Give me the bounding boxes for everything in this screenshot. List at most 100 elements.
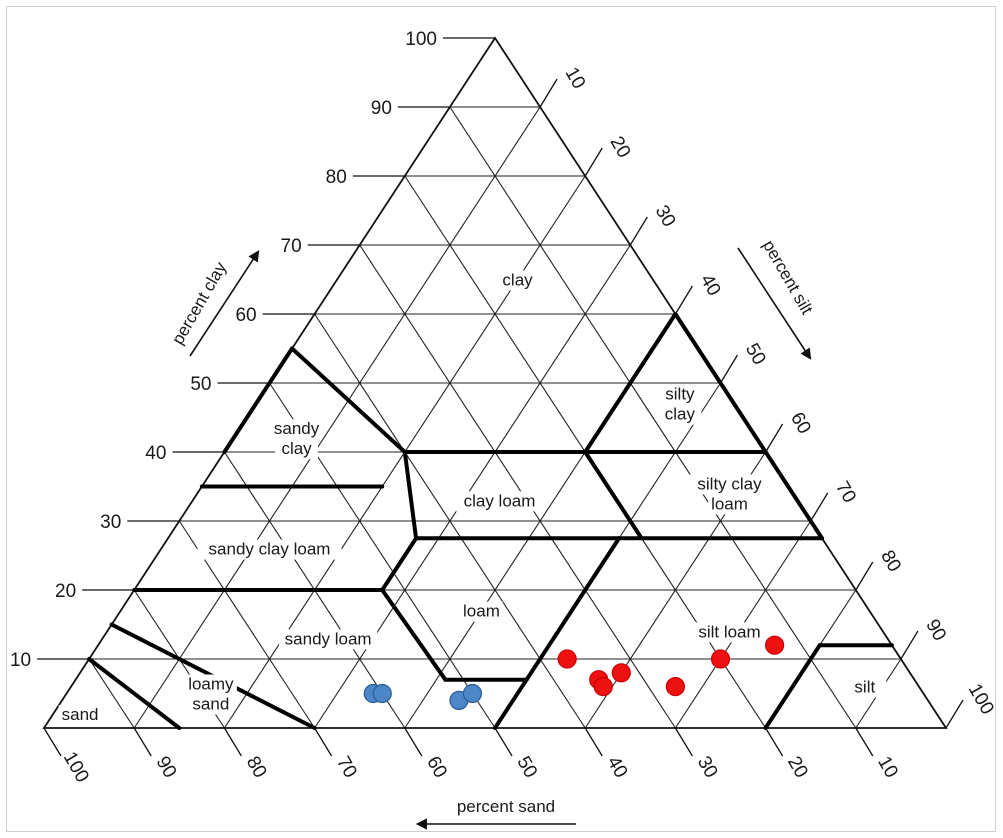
sample-point xyxy=(593,676,613,697)
region-label: silt loam xyxy=(698,622,760,641)
silt-tick-label: 50 xyxy=(741,340,770,369)
silt-tick-label: 40 xyxy=(696,271,725,300)
silt-tick xyxy=(584,147,603,177)
region-label: clay xyxy=(502,271,533,290)
sample-point xyxy=(462,683,483,704)
sample-point xyxy=(765,635,785,655)
region-label: silty clay xyxy=(697,474,762,493)
region-label-bg xyxy=(460,601,503,622)
sand-tick-label: 10 xyxy=(873,753,902,782)
sand-axis-title: percent sand xyxy=(457,797,555,816)
region-label: sand xyxy=(192,695,229,714)
region-label-bg xyxy=(197,539,342,560)
silt-tick xyxy=(900,630,919,660)
silt-axis-title-group: percent silt xyxy=(737,237,817,360)
clay-axis-arrow xyxy=(189,250,260,357)
sand-tick-label: 30 xyxy=(693,753,722,782)
silt-tick-label: 90 xyxy=(921,616,950,645)
sand-gridline xyxy=(88,658,135,729)
silt-tick xyxy=(765,423,784,453)
sand-tick xyxy=(494,727,513,757)
clay-tick-label: 10 xyxy=(10,650,31,671)
silt-tick xyxy=(945,699,964,729)
sand-tick xyxy=(43,727,62,757)
region-label-bg xyxy=(653,384,706,405)
sand-gridline xyxy=(359,244,676,729)
region-label: silt xyxy=(854,678,875,697)
axis-ticks: 10 20 30 40 50 60 70 80 90 100 10 20 30 40 50 60 70 80 90 1… xyxy=(10,29,998,786)
grid-lines xyxy=(88,106,902,729)
sample-point xyxy=(710,649,731,669)
silt-tick xyxy=(810,492,829,522)
sand-tick-label: 20 xyxy=(783,753,812,782)
sample-point xyxy=(372,683,392,704)
sand-tick xyxy=(765,727,784,757)
region-label-bg xyxy=(496,270,539,291)
region-label-bg xyxy=(270,419,323,440)
class-boundary xyxy=(222,346,295,454)
sand-tick xyxy=(133,727,152,757)
silt-tick-label: 30 xyxy=(651,202,680,231)
class-boundary xyxy=(402,450,419,541)
sand-tick xyxy=(223,727,242,757)
silt-tick xyxy=(629,216,648,246)
clay-tick-label: 80 xyxy=(326,167,347,188)
sand-tick xyxy=(674,727,693,757)
region-label: sandy clay loam xyxy=(209,540,331,559)
class-boundary xyxy=(583,312,678,454)
region-label-bg xyxy=(685,622,774,643)
region-label: loamy xyxy=(188,675,234,694)
class-boundary xyxy=(493,677,529,730)
clay-tick-label: 90 xyxy=(371,98,392,119)
chart-frame xyxy=(6,6,996,832)
class-boundary xyxy=(380,588,448,682)
sand-tick xyxy=(404,727,423,757)
clay-tick-label: 100 xyxy=(405,29,437,50)
sample-point xyxy=(557,649,577,669)
region-label-bg xyxy=(708,494,751,515)
class-boundary xyxy=(763,643,822,730)
region-label-bg xyxy=(658,404,702,425)
silt-gridline xyxy=(133,106,541,729)
sand-tick-label: 90 xyxy=(152,753,181,782)
clay-tick-label: 20 xyxy=(55,581,76,602)
clay-axis-title: percent clay xyxy=(168,258,231,347)
region-label: clay xyxy=(665,405,696,424)
region-label-bg xyxy=(275,439,318,460)
region-label: loam xyxy=(463,602,500,621)
class-boundary xyxy=(524,536,622,682)
silt-tick xyxy=(674,285,693,315)
clay-tick-label: 70 xyxy=(281,236,302,257)
sand-tick xyxy=(314,727,333,757)
silt-tick-label: 60 xyxy=(786,409,815,438)
sand-tick-label: 100 xyxy=(59,748,93,786)
silt-tick xyxy=(855,561,874,591)
region-label: loam xyxy=(711,494,748,513)
silt-tick-label: 100 xyxy=(964,680,998,718)
silt-axis-title: percent silt xyxy=(759,237,817,318)
sample-point xyxy=(611,663,631,683)
region-label: clay loam xyxy=(464,491,536,510)
region-label: silty xyxy=(665,385,695,404)
region-label-bg xyxy=(58,705,102,726)
region-label-bg xyxy=(455,491,544,512)
sand-tick-label: 50 xyxy=(512,753,541,782)
region-label: sandy loam xyxy=(285,629,372,648)
class-boundary xyxy=(583,450,644,541)
silt-tick xyxy=(719,354,739,384)
sand-tick xyxy=(584,727,603,757)
region-label-bg xyxy=(843,677,887,698)
clay-tick-label: 50 xyxy=(190,374,211,395)
clay-tick-label: 40 xyxy=(145,443,166,464)
clay-axis-title-group: percent clay xyxy=(168,250,260,357)
silt-tick-label: 80 xyxy=(876,547,905,576)
class-boundary xyxy=(87,657,182,730)
sand-tick-label: 70 xyxy=(332,753,361,782)
silt-tick xyxy=(539,78,558,108)
sample-point xyxy=(665,676,686,697)
region-label-bg xyxy=(189,694,233,715)
class-boundary xyxy=(763,450,824,541)
region-label: sandy xyxy=(274,419,320,438)
